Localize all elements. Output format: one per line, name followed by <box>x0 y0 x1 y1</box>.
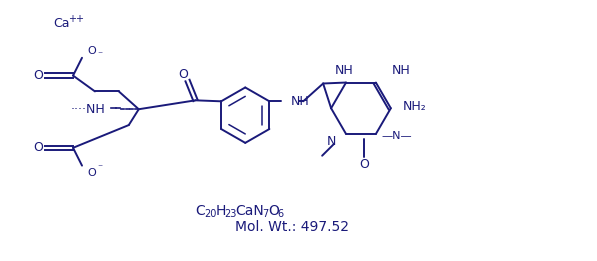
Text: 6: 6 <box>277 209 283 219</box>
Text: 20: 20 <box>204 209 217 219</box>
Text: NH₂: NH₂ <box>403 100 426 113</box>
Text: 7: 7 <box>262 209 269 219</box>
Text: —N—: —N— <box>382 131 413 141</box>
Text: CaN: CaN <box>235 204 264 218</box>
Text: Mol. Wt.: 497.52: Mol. Wt.: 497.52 <box>235 220 349 234</box>
Text: Ca: Ca <box>53 17 70 30</box>
Text: H: H <box>216 204 226 218</box>
Text: O: O <box>87 46 96 56</box>
Text: 23: 23 <box>224 209 237 219</box>
Text: N: N <box>327 135 336 148</box>
Text: NH: NH <box>335 64 353 77</box>
Text: ⁻: ⁻ <box>97 50 102 60</box>
Text: O: O <box>87 168 96 177</box>
Text: ····NH: ····NH <box>70 103 105 116</box>
Text: O: O <box>33 69 43 82</box>
Text: NH: NH <box>392 64 411 77</box>
Text: O: O <box>33 141 43 154</box>
Text: O: O <box>359 158 369 171</box>
Text: C: C <box>195 204 205 218</box>
Text: O: O <box>268 204 279 218</box>
Text: ⁻: ⁻ <box>97 164 102 174</box>
Text: ++: ++ <box>68 14 84 24</box>
Text: O: O <box>179 68 189 81</box>
Text: NH: NH <box>290 95 309 108</box>
